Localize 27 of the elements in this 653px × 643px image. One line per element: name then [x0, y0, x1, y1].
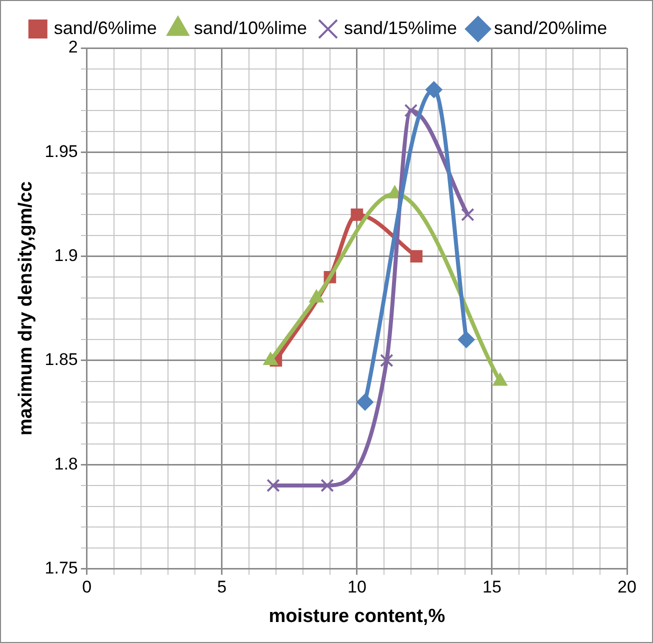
legend-label: sand/6%lime	[54, 18, 157, 38]
point	[356, 394, 374, 411]
y-tick-label: 1.95	[44, 142, 78, 161]
point	[425, 81, 442, 98]
x-tick-label: 0	[82, 578, 92, 597]
point	[320, 478, 334, 492]
point	[404, 104, 418, 118]
y-axis-title: maximum dry density,gm/cc	[16, 180, 37, 436]
y-tick-label: 2	[68, 38, 78, 57]
point	[380, 354, 394, 368]
x-tick-label: 5	[217, 578, 227, 597]
point	[458, 331, 475, 348]
y-tick-label: 1.75	[44, 558, 78, 578]
point	[461, 208, 474, 222]
legend-label: sand/20%lime	[494, 18, 608, 38]
x-tick-label: 20	[618, 578, 636, 597]
y-tick-label: 1.9	[54, 246, 78, 266]
x-tick-label: 15	[482, 578, 502, 597]
point	[410, 250, 423, 262]
y-tick-label: 1.8	[54, 454, 78, 474]
legend-label: sand/15%lime	[344, 18, 458, 38]
legend-label: sand/10%lime	[194, 18, 307, 38]
y-tick-label: 1.85	[44, 350, 78, 370]
point	[266, 478, 280, 492]
x-axis-title: moisture content,%	[268, 606, 446, 627]
point	[350, 208, 364, 221]
x-tick-label: 10	[347, 578, 366, 597]
